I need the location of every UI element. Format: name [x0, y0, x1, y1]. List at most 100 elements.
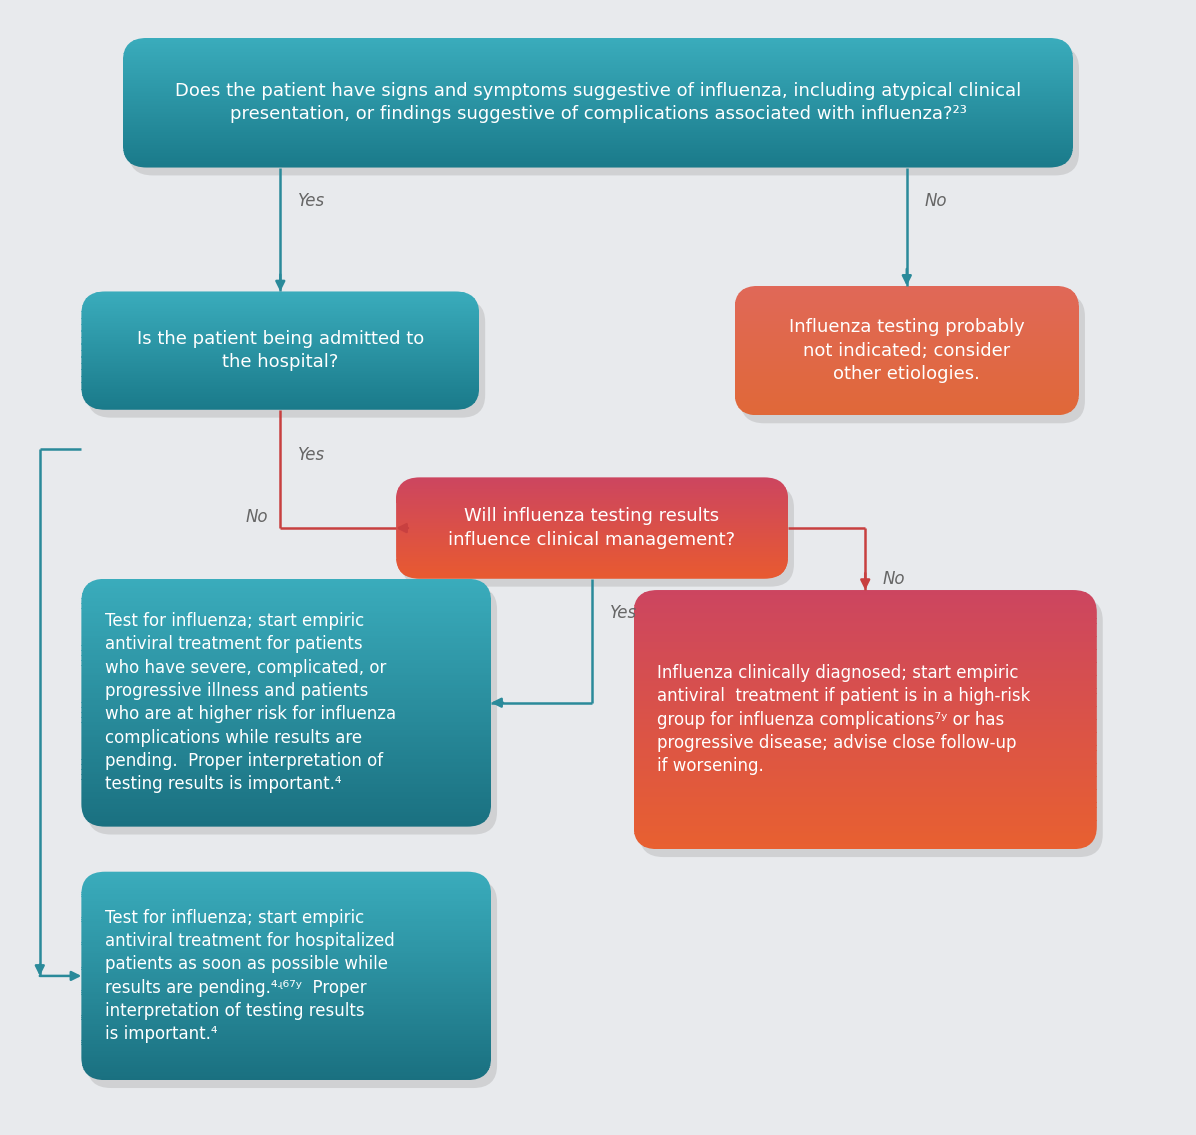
Bar — [81, 371, 480, 373]
Bar — [634, 701, 1097, 704]
Bar — [81, 345, 480, 346]
Bar — [734, 384, 1079, 386]
Bar — [734, 414, 1079, 415]
Bar — [634, 657, 1097, 659]
Bar — [634, 641, 1097, 645]
Bar — [81, 874, 492, 876]
Bar — [81, 667, 492, 671]
Bar — [396, 552, 788, 553]
Bar — [123, 106, 1073, 107]
Bar — [634, 839, 1097, 841]
Bar — [81, 812, 492, 814]
Bar — [81, 686, 492, 688]
Bar — [734, 398, 1079, 400]
Bar — [634, 592, 1097, 595]
Bar — [123, 41, 1073, 42]
Bar — [734, 380, 1079, 381]
Bar — [634, 760, 1097, 764]
Text: No: No — [925, 192, 947, 210]
Bar — [734, 353, 1079, 354]
Bar — [634, 843, 1097, 847]
Bar — [81, 1016, 492, 1018]
Bar — [396, 514, 788, 516]
Bar — [81, 814, 492, 817]
Bar — [81, 640, 492, 644]
Bar — [634, 621, 1097, 624]
Bar — [81, 343, 480, 345]
Bar — [81, 623, 492, 625]
Bar — [81, 804, 492, 807]
Bar — [81, 715, 492, 717]
Bar — [81, 728, 492, 730]
Bar — [123, 134, 1073, 135]
Bar — [734, 407, 1079, 409]
Bar — [81, 705, 492, 707]
Bar — [396, 573, 788, 574]
Bar — [123, 83, 1073, 85]
Bar — [81, 633, 492, 636]
Bar — [734, 365, 1079, 368]
Bar — [634, 810, 1097, 813]
Bar — [396, 563, 788, 564]
Bar — [81, 608, 492, 611]
Bar — [81, 680, 492, 683]
Bar — [81, 801, 492, 805]
Bar — [123, 127, 1073, 128]
Bar — [81, 695, 492, 698]
Bar — [634, 768, 1097, 772]
Bar — [123, 65, 1073, 67]
Bar — [734, 343, 1079, 344]
Bar — [81, 385, 480, 386]
Bar — [634, 728, 1097, 730]
Bar — [81, 926, 492, 928]
Bar — [396, 490, 788, 491]
Bar — [81, 331, 480, 333]
Bar — [634, 629, 1097, 631]
Bar — [396, 533, 788, 536]
Text: Influenza testing probably
not indicated; consider
other etiologies.: Influenza testing probably not indicated… — [789, 318, 1025, 382]
Bar — [634, 847, 1097, 849]
Bar — [81, 386, 480, 387]
Bar — [123, 43, 1073, 44]
Bar — [123, 119, 1073, 121]
Bar — [734, 326, 1079, 327]
Bar — [81, 390, 480, 392]
Bar — [734, 360, 1079, 361]
Bar — [81, 378, 480, 379]
Bar — [634, 686, 1097, 689]
Bar — [734, 306, 1079, 308]
Bar — [81, 1036, 492, 1039]
Bar — [734, 410, 1079, 412]
Bar — [734, 395, 1079, 396]
Bar — [396, 533, 788, 535]
Bar — [81, 784, 492, 787]
Bar — [123, 117, 1073, 118]
Bar — [81, 792, 492, 794]
Bar — [734, 301, 1079, 303]
Bar — [734, 386, 1079, 387]
Bar — [81, 311, 480, 313]
Bar — [81, 774, 492, 777]
Bar — [734, 388, 1079, 389]
Bar — [81, 749, 492, 753]
Bar — [123, 154, 1073, 155]
Bar — [81, 875, 492, 878]
Bar — [81, 1066, 492, 1068]
Bar — [81, 986, 492, 989]
Bar — [81, 369, 480, 371]
Bar — [81, 909, 492, 911]
Bar — [123, 74, 1073, 76]
Bar — [123, 47, 1073, 49]
FancyBboxPatch shape — [740, 294, 1085, 423]
Bar — [123, 93, 1073, 95]
Bar — [81, 303, 480, 304]
Bar — [734, 369, 1079, 370]
Bar — [396, 488, 788, 489]
Bar — [634, 841, 1097, 844]
Bar — [634, 717, 1097, 720]
Bar — [396, 543, 788, 545]
Bar — [81, 922, 492, 924]
Bar — [396, 477, 788, 478]
Bar — [396, 505, 788, 506]
Bar — [81, 299, 480, 300]
